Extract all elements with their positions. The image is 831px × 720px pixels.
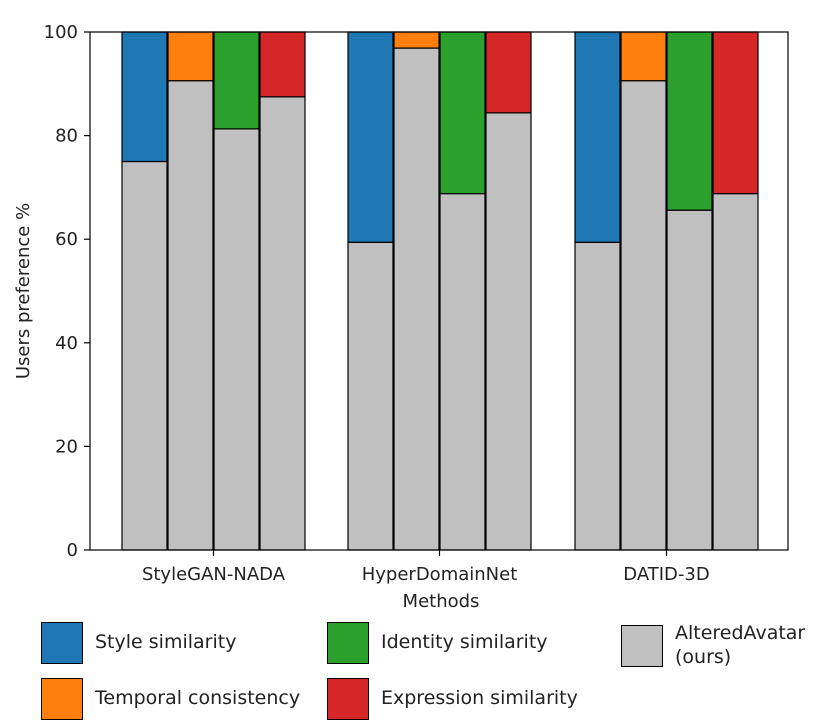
- y-tick-label: 40: [55, 333, 78, 354]
- legend-swatch: [327, 678, 369, 720]
- legend-swatch: [327, 622, 369, 664]
- bar-identity-datid-3d: [666, 31, 713, 211]
- legend-item-identity-similarity: Identity similarity: [327, 622, 548, 664]
- legend-item-style-similarity: Style similarity: [41, 622, 236, 664]
- bar-ours-datid-3d-expression: [712, 193, 759, 551]
- chart: 0 20 40 60 80 100 StyleGAN-NADA HyperDomainNet…: [13, 22, 789, 612]
- bar-style-hyperdomainnet: [347, 31, 394, 243]
- bar-style-datid-3d: [574, 31, 621, 243]
- legend-label: Identity similarity: [381, 631, 548, 654]
- bar-ours-stylegan-nada-temporal: [167, 80, 214, 551]
- bar-expression-hyperdomainnet: [485, 31, 532, 114]
- bar-ours-hyperdomainnet-style: [347, 241, 394, 551]
- bar-temporal-datid-3d: [620, 31, 667, 82]
- x-tick-label-hyperdomainnet: HyperDomainNet: [362, 564, 518, 585]
- x-tick-label-datid-3d: DATID-3D: [623, 564, 709, 585]
- x-axis-label: Methods: [403, 591, 480, 612]
- bar-identity-hyperdomainnet: [439, 31, 486, 195]
- bar-temporal-stylegan-nada: [167, 31, 214, 82]
- bar-ours-hyperdomainnet-temporal: [393, 47, 440, 551]
- legend: Style similarity Temporal consistency Iden…: [0, 615, 831, 720]
- x-axis: StyleGAN-NADA HyperDomainNet DATID-3D: [142, 550, 710, 585]
- legend-label: Temporal consistency: [95, 687, 301, 710]
- legend-label: AlteredAvatar (ours): [675, 622, 806, 668]
- bar-ours-datid-3d-identity: [666, 209, 713, 551]
- legend-label: Expression similarity: [381, 687, 578, 710]
- bar-ours-datid-3d-style: [574, 241, 621, 551]
- bar-ours-stylegan-nada-expression: [259, 96, 306, 551]
- bar-ours-hyperdomainnet-expression: [485, 112, 532, 551]
- y-axis-label: Users preference %: [13, 203, 34, 379]
- y-tick-label: 80: [55, 126, 78, 147]
- legend-item-alteredavatar-ours: AlteredAvatar (ours): [621, 622, 805, 670]
- legend-item-temporal-consistency: Temporal consistency: [41, 678, 300, 720]
- bar-ours-datid-3d-temporal: [620, 80, 667, 551]
- bar-expression-stylegan-nada: [259, 31, 306, 98]
- bar-expression-datid-3d: [712, 31, 759, 195]
- bar-style-stylegan-nada: [121, 31, 168, 163]
- legend-swatch: [41, 678, 83, 720]
- legend-label: Style similarity: [95, 631, 237, 654]
- bar-ours-stylegan-nada-style: [121, 160, 168, 551]
- bar-ours-hyperdomainnet-identity: [439, 193, 486, 551]
- x-tick-label-stylegan-nada: StyleGAN-NADA: [142, 564, 286, 585]
- y-axis: 0 20 40 60 80 100: [44, 22, 90, 561]
- legend-swatch: [621, 624, 663, 667]
- y-tick-label: 60: [55, 229, 78, 250]
- bar-ours-stylegan-nada-identity: [213, 128, 260, 551]
- y-tick-label: 0: [67, 540, 78, 561]
- legend-swatch: [41, 622, 83, 664]
- y-tick-label: 100: [44, 22, 78, 43]
- bar-identity-stylegan-nada: [213, 31, 260, 130]
- legend-item-expression-similarity: Expression similarity: [327, 678, 578, 720]
- y-tick-label: 20: [55, 436, 78, 457]
- bars-group: [121, 31, 759, 551]
- bar-temporal-hyperdomainnet: [393, 31, 440, 49]
